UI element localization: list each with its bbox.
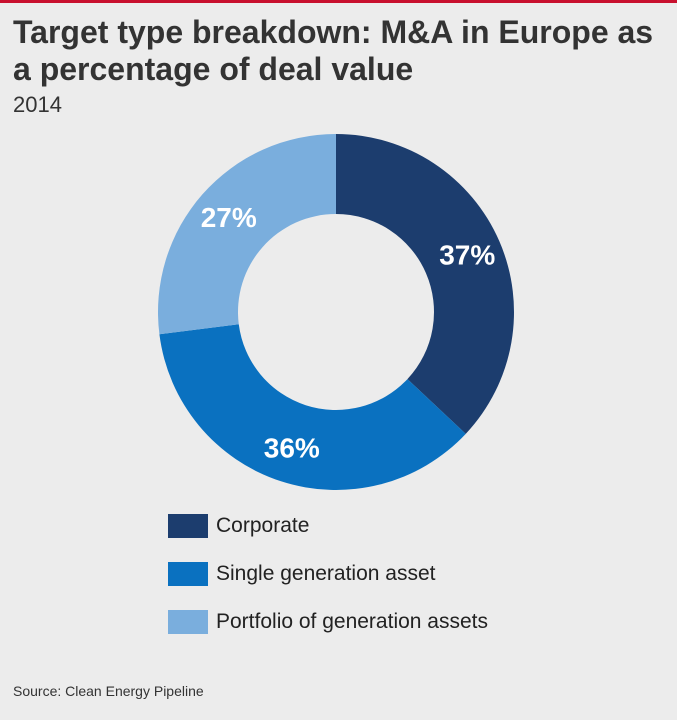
slice-single-generation-asset [159, 324, 466, 490]
legend-label: Corporate [216, 514, 310, 537]
chart-legend: Corporate Single generation asset Portfoli… [168, 512, 488, 656]
chart-subtitle: 2014 [13, 92, 62, 117]
legend-item-single-generation-asset: Single generation asset [168, 560, 488, 588]
donut-labels: 37% 36% 27% [201, 202, 496, 464]
top-accent-rule [0, 0, 677, 3]
slice-corporate [336, 134, 514, 434]
legend-item-portfolio-of-generation-assets: Portfolio of generation assets [168, 608, 488, 636]
donut-chart: 37% 36% 27% [158, 134, 514, 490]
slice-label-corporate: 37% [439, 240, 495, 271]
source-note: Source: Clean Energy Pipeline [13, 683, 204, 699]
legend-label: Portfolio of generation assets [216, 610, 488, 633]
legend-swatch [168, 514, 208, 538]
slice-label-single-generation-asset: 36% [264, 433, 320, 464]
legend-item-corporate: Corporate [168, 512, 488, 540]
legend-label: Single generation asset [216, 562, 436, 585]
slice-portfolio-of-generation-assets [158, 134, 336, 335]
chart-title: Target type breakdown: M&A in Europe as … [13, 14, 654, 87]
donut-slices [158, 134, 514, 490]
legend-swatch [168, 562, 208, 586]
slice-label-portfolio-of-generation-assets: 27% [201, 202, 257, 233]
legend-swatch [168, 610, 208, 634]
